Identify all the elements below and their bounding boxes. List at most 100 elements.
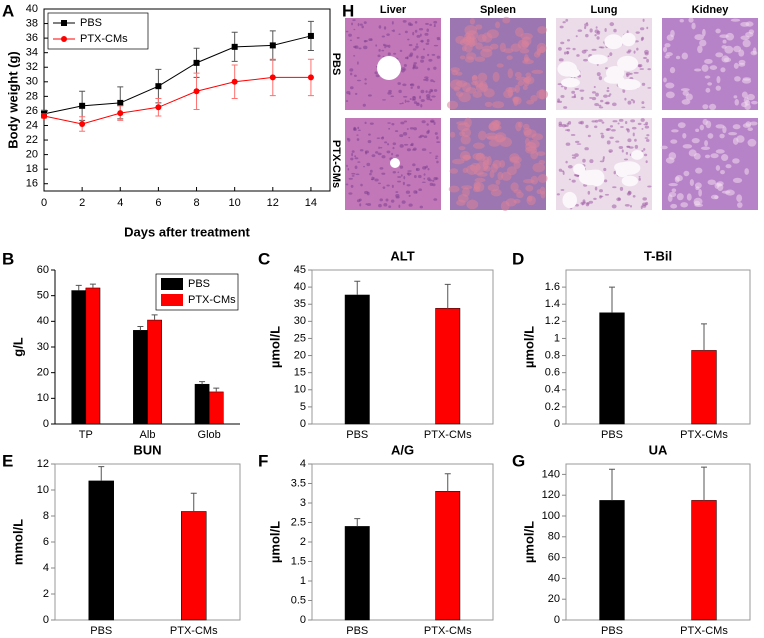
tissue-texture <box>433 66 437 70</box>
tissue-texture <box>613 28 617 33</box>
tissue-texture <box>700 146 711 150</box>
tissue-texture <box>642 204 647 208</box>
tissue-texture <box>481 32 493 43</box>
tissue-texture <box>675 175 683 182</box>
tissue-texture <box>530 150 539 160</box>
chart-title: BUN <box>133 442 161 457</box>
tissue-texture <box>646 58 649 63</box>
y-tick-label: 20 <box>294 349 306 361</box>
y-tick-label: 20 <box>548 593 560 605</box>
error-bar <box>701 323 707 351</box>
bar <box>435 308 461 425</box>
tissue-texture <box>583 58 588 62</box>
tissue-texture <box>566 51 570 55</box>
tissue-texture <box>382 186 386 189</box>
tissue-texture <box>645 160 648 164</box>
tissue-texture <box>401 200 406 204</box>
y-tick-label: 20 <box>26 149 38 161</box>
tissue-texture <box>392 29 395 33</box>
tissue-texture <box>410 86 413 89</box>
bar <box>88 480 114 621</box>
y-tick-label: 2 <box>300 536 306 548</box>
tissue-texture <box>645 201 649 206</box>
tissue-texture <box>500 171 512 181</box>
tissue-texture <box>436 36 441 40</box>
tissue-texture <box>715 165 721 171</box>
tissue-texture <box>395 191 399 193</box>
tissue-texture <box>593 125 598 129</box>
tissue-texture <box>510 182 519 192</box>
tissue-texture <box>412 163 416 167</box>
tissue-texture <box>419 205 424 209</box>
tissue-texture <box>558 47 562 51</box>
bar <box>194 383 210 425</box>
tissue-texture <box>394 130 399 133</box>
tissue-texture <box>469 18 476 25</box>
error-bar <box>199 381 206 385</box>
tissue-texture <box>588 200 594 204</box>
y-tick-label: 1 <box>300 575 306 587</box>
tissue-texture <box>603 167 607 172</box>
panel-label: H <box>342 1 354 20</box>
tissue-texture <box>617 197 621 201</box>
y-tick-label: 2.5 <box>291 516 306 528</box>
tissue-texture <box>421 181 426 184</box>
tissue-texture <box>404 99 407 103</box>
tissue-texture <box>624 120 628 125</box>
tissue-texture <box>434 157 438 160</box>
y-tick-label: 0.6 <box>545 367 560 379</box>
tissue-texture <box>593 197 597 200</box>
tissue-texture <box>408 44 413 47</box>
x-tick-label: PBS <box>346 625 368 637</box>
tissue-texture <box>420 89 425 94</box>
tissue-texture <box>622 88 626 93</box>
tissue-texture <box>736 194 743 203</box>
y-tick-label: 0.8 <box>545 349 560 361</box>
tissue-texture <box>702 28 706 37</box>
tissue-texture <box>429 23 432 26</box>
tissue-texture <box>596 72 601 77</box>
tissue-texture <box>639 68 645 70</box>
tissue-texture <box>398 33 401 36</box>
tissue-texture <box>412 66 415 70</box>
tissue-texture <box>644 52 649 56</box>
tissue-texture <box>589 28 593 33</box>
tissue-texture <box>425 165 428 169</box>
x-tick-label: 4 <box>117 197 123 209</box>
tissue-texture <box>406 100 410 103</box>
tissue-texture <box>379 147 383 149</box>
tissue-texture <box>637 122 642 126</box>
tissue-texture <box>635 31 640 34</box>
y-tick-label: 8 <box>43 510 49 522</box>
y-tick-label: 16 <box>26 178 38 190</box>
y-tick-label: 12 <box>37 458 49 470</box>
tissue-texture <box>686 193 692 201</box>
tissue-texture <box>576 143 582 145</box>
tissue-texture <box>598 76 603 81</box>
tissue-texture <box>598 46 603 49</box>
tissue-texture <box>626 145 631 148</box>
tissue-texture <box>417 85 420 89</box>
y-tick-label: 0.4 <box>545 384 560 396</box>
legend-label: PTX-CMs <box>188 294 236 306</box>
x-tick-label: 6 <box>155 197 161 209</box>
tissue-texture <box>404 56 409 60</box>
tissue-texture <box>433 198 438 201</box>
tissue-texture <box>420 55 425 59</box>
tissue-texture <box>603 179 608 183</box>
tissue-texture <box>446 100 459 110</box>
tissue-texture <box>643 56 647 60</box>
tissue-texture <box>492 101 505 109</box>
tissue-texture <box>567 120 572 125</box>
tissue-texture <box>388 89 392 93</box>
tissue-texture <box>415 45 419 49</box>
tissue-texture <box>537 26 547 34</box>
marker <box>231 43 238 50</box>
tissue-texture <box>568 178 572 181</box>
alveolus <box>578 169 603 186</box>
tissue-texture <box>475 42 483 50</box>
tissue-texture <box>704 140 708 147</box>
y-tick-label: 30 <box>26 76 38 88</box>
tissue-texture <box>579 89 585 92</box>
tissue-texture <box>751 100 758 105</box>
